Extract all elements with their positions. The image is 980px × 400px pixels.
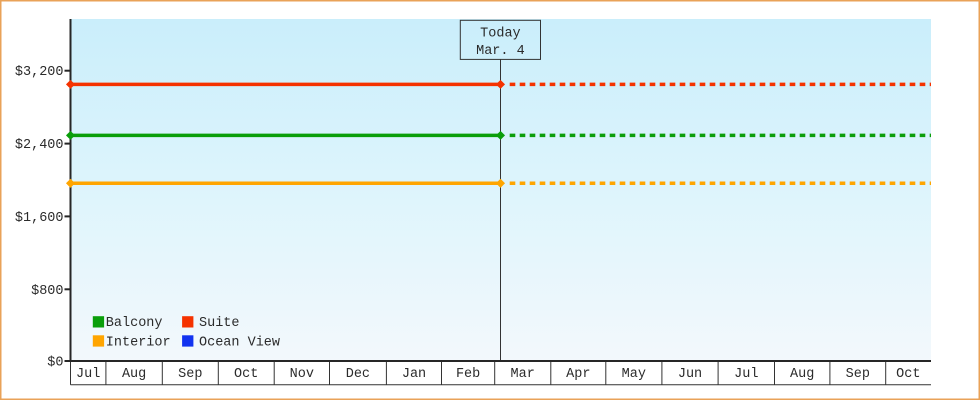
svg-text:Mar: Mar [511,367,535,382]
svg-text:Sep: Sep [846,367,870,382]
svg-text:Balcony: Balcony [106,316,163,331]
svg-text:Jul: Jul [734,367,758,382]
svg-text:Apr: Apr [566,367,590,382]
svg-text:Ocean View: Ocean View [199,335,280,350]
svg-text:$0: $0 [47,356,63,371]
svg-text:$2,400: $2,400 [15,138,64,153]
svg-text:Interior: Interior [106,335,171,350]
svg-text:Sep: Sep [178,367,202,382]
svg-text:Oct: Oct [896,367,920,382]
svg-text:Nov: Nov [290,367,314,382]
svg-text:Suite: Suite [199,316,240,331]
svg-text:Feb: Feb [456,367,480,382]
svg-text:$1,600: $1,600 [15,211,64,226]
svg-text:May: May [622,367,646,382]
svg-text:Today: Today [480,26,521,41]
svg-text:Aug: Aug [790,367,814,382]
svg-text:Jul: Jul [76,367,100,382]
svg-text:Oct: Oct [234,367,258,382]
svg-text:$800: $800 [31,284,63,299]
svg-text:Dec: Dec [346,367,370,382]
svg-text:Aug: Aug [122,367,146,382]
svg-text:$3,200: $3,200 [15,65,64,80]
svg-text:Mar. 4: Mar. 4 [476,44,525,59]
svg-text:Jan: Jan [402,367,426,382]
svg-text:Jun: Jun [678,367,702,382]
